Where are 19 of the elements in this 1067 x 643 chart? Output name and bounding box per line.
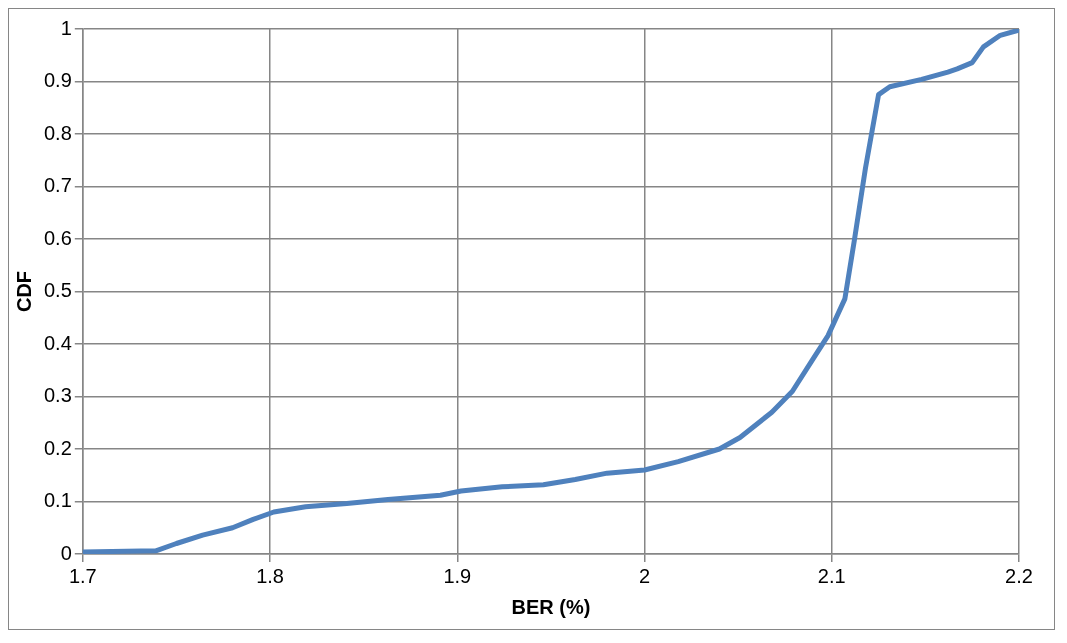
y-axis-title: CDF (12, 270, 35, 313)
x-tick-label: 2.2 (1005, 564, 1033, 587)
y-tick-label: 0.8 (43, 121, 72, 144)
x-tick-label: 1.7 (68, 564, 97, 587)
y-tick-label: 0.3 (43, 384, 72, 407)
y-tick-label: 0 (60, 541, 72, 564)
y-tick-label: 0.4 (43, 331, 72, 354)
y-tick-label: 0.6 (43, 226, 72, 249)
y-tick-label: 0.9 (43, 69, 72, 92)
y-tick-label: 0.2 (43, 436, 72, 459)
x-tick-label: 2.1 (817, 564, 846, 587)
x-tick-label: 1.8 (256, 564, 284, 587)
x-axis-title: BER (%) (511, 595, 591, 618)
y-tick-label: 0.7 (43, 174, 72, 197)
x-tick-label: 1.9 (443, 564, 472, 587)
y-tick-label: 1 (60, 16, 72, 39)
y-tick-label: 0.1 (43, 489, 72, 512)
x-tick-label: 2 (638, 564, 651, 587)
y-tick-label: 0.5 (43, 279, 72, 302)
